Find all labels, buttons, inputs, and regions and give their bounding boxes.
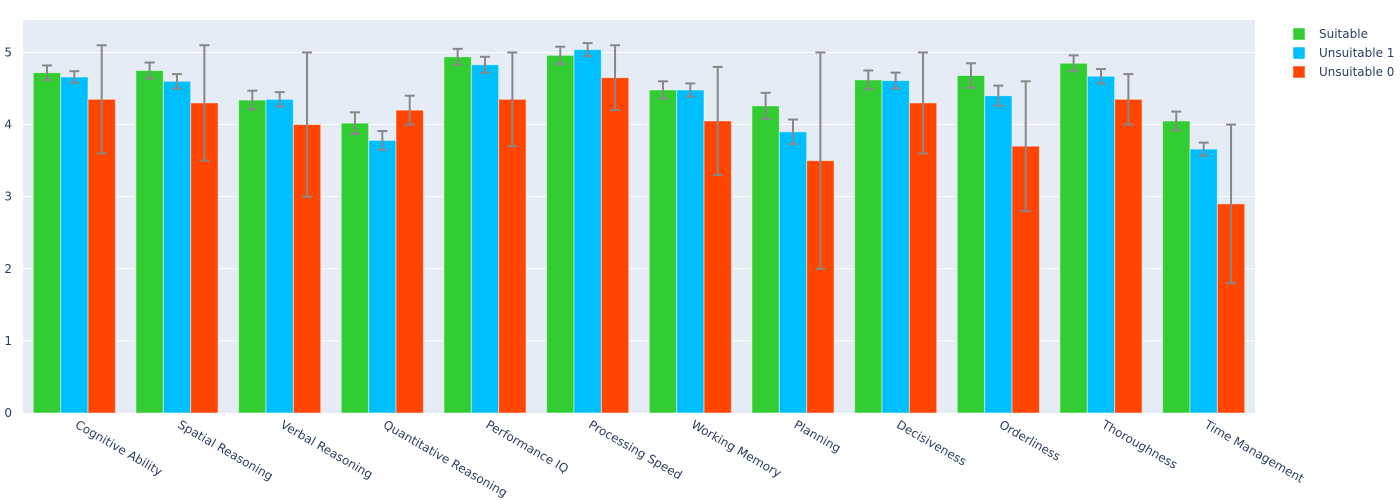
x-tick-label: Working Memory <box>689 417 784 480</box>
y-tick-label: 0 <box>4 406 12 420</box>
y-tick-label: 1 <box>4 334 12 348</box>
bar-unsuitable-1 <box>162 80 192 414</box>
x-tick-label: Cognitive Ability <box>73 417 165 478</box>
bar-unsuitable-1 <box>368 139 397 414</box>
bar-suitable <box>443 56 472 414</box>
legend-swatch-unsuitable-0 <box>1292 65 1306 79</box>
x-tick-label: Verbal Reasoning <box>278 417 375 481</box>
x-tick-label: Orderliness <box>997 417 1063 463</box>
y-axis-ticks: 0 1 2 3 4 5 <box>4 45 12 420</box>
bar-unsuitable-1 <box>984 95 1013 414</box>
bar-unsuitable-1 <box>470 64 500 414</box>
x-tick-label: Spatial Reasoning <box>176 417 276 483</box>
bar-unsuitable-1 <box>265 98 294 414</box>
x-tick-label: Processing Speed <box>586 417 684 482</box>
bar-unsuitable-0 <box>600 77 630 414</box>
bar-suitable <box>238 99 267 414</box>
bar-suitable <box>648 89 678 414</box>
y-tick-label: 4 <box>4 118 12 132</box>
bars <box>32 49 1246 414</box>
legend-label: Unsuitable 1 <box>1319 46 1394 60</box>
gridlines <box>23 51 1255 342</box>
bar-unsuitable-1 <box>676 89 705 414</box>
legend-swatch-unsuitable-1 <box>1292 46 1306 60</box>
bar-unsuitable-1 <box>60 76 89 414</box>
error-bars <box>41 42 1237 285</box>
x-axis-ticks: Cognitive Ability Spatial Reasoning Verbal… <box>73 417 1307 500</box>
y-tick-label: 3 <box>4 190 12 204</box>
bar-unsuitable-0 <box>908 102 938 414</box>
legend-swatch-suitable <box>1292 27 1306 41</box>
bar-unsuitable-0 <box>1114 98 1143 414</box>
bar-unsuitable-1 <box>573 49 602 414</box>
plot-area <box>23 20 1255 413</box>
bar-unsuitable-1 <box>1189 148 1218 414</box>
x-tick-label: Decisiveness <box>894 417 969 468</box>
bar-suitable <box>956 75 986 414</box>
bar-unsuitable-0 <box>395 109 424 414</box>
y-tick-label: 2 <box>4 262 12 276</box>
legend-label: Unsuitable 0 <box>1319 65 1394 79</box>
bar-suitable <box>135 69 164 414</box>
x-tick-label: Performance IQ <box>484 417 571 476</box>
bar-unsuitable-1 <box>881 80 910 414</box>
x-tick-label: Planning <box>792 417 844 455</box>
bar-suitable <box>340 122 370 414</box>
bar-unsuitable-1 <box>778 131 808 414</box>
bar-suitable <box>1059 62 1088 414</box>
x-tick-label: Thoroughness <box>1099 417 1180 472</box>
bar-suitable <box>751 105 780 414</box>
x-tick-label: Time Management <box>1201 417 1306 486</box>
y-tick-label: 5 <box>4 45 12 59</box>
legend: Suitable Unsuitable 1 Unsuitable 0 <box>1292 27 1394 79</box>
bar-suitable <box>32 72 62 414</box>
bar-unsuitable-1 <box>1086 75 1116 414</box>
bar-suitable <box>854 79 883 414</box>
legend-label: Suitable <box>1319 27 1368 41</box>
bar-suitable <box>546 54 575 414</box>
bar-suitable <box>1162 120 1191 414</box>
